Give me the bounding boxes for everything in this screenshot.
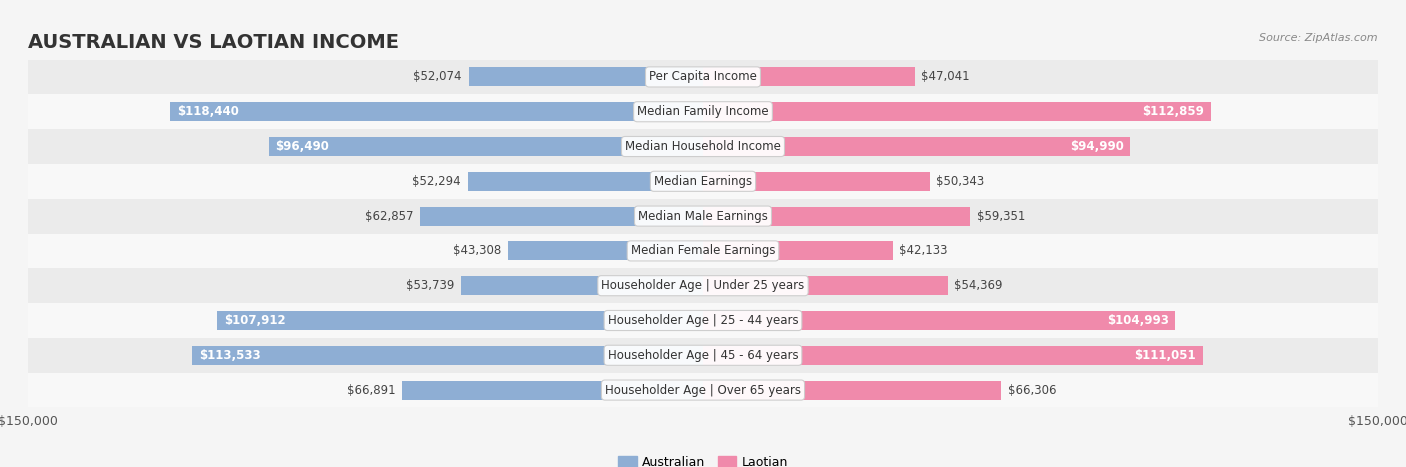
Legend: Australian, Laotian: Australian, Laotian xyxy=(619,456,787,467)
Text: Median Household Income: Median Household Income xyxy=(626,140,780,153)
Bar xyxy=(28,129,1378,164)
Bar xyxy=(703,381,1001,400)
Text: $112,859: $112,859 xyxy=(1142,105,1204,118)
Bar xyxy=(703,311,1175,330)
Text: $111,051: $111,051 xyxy=(1135,349,1197,362)
Text: Median Female Earnings: Median Female Earnings xyxy=(631,244,775,257)
Text: $107,912: $107,912 xyxy=(224,314,285,327)
Bar xyxy=(420,206,703,226)
Text: Householder Age | Under 25 years: Householder Age | Under 25 years xyxy=(602,279,804,292)
Bar xyxy=(703,346,1202,365)
Bar xyxy=(28,303,1378,338)
Bar xyxy=(402,381,703,400)
Text: $43,308: $43,308 xyxy=(453,244,502,257)
Bar xyxy=(703,67,915,86)
Bar xyxy=(28,198,1378,234)
Text: Householder Age | Over 65 years: Householder Age | Over 65 years xyxy=(605,383,801,396)
Text: Householder Age | 45 - 64 years: Householder Age | 45 - 64 years xyxy=(607,349,799,362)
Text: $66,891: $66,891 xyxy=(347,383,395,396)
Text: Householder Age | 25 - 44 years: Householder Age | 25 - 44 years xyxy=(607,314,799,327)
Bar xyxy=(269,137,703,156)
Text: Median Earnings: Median Earnings xyxy=(654,175,752,188)
Text: $104,993: $104,993 xyxy=(1107,314,1168,327)
Text: $54,369: $54,369 xyxy=(955,279,1002,292)
Bar xyxy=(28,234,1378,269)
Text: $118,440: $118,440 xyxy=(177,105,239,118)
Bar xyxy=(468,67,703,86)
Text: $47,041: $47,041 xyxy=(921,71,970,84)
Bar xyxy=(28,338,1378,373)
Bar xyxy=(703,276,948,295)
Text: $59,351: $59,351 xyxy=(977,210,1025,223)
Text: $113,533: $113,533 xyxy=(198,349,260,362)
Bar xyxy=(703,102,1211,121)
Text: $50,343: $50,343 xyxy=(936,175,984,188)
Text: $52,074: $52,074 xyxy=(413,71,463,84)
Text: Median Family Income: Median Family Income xyxy=(637,105,769,118)
Bar xyxy=(508,241,703,261)
Bar xyxy=(218,311,703,330)
Bar xyxy=(703,241,893,261)
Text: Per Capita Income: Per Capita Income xyxy=(650,71,756,84)
Text: Source: ZipAtlas.com: Source: ZipAtlas.com xyxy=(1260,33,1378,42)
Text: $62,857: $62,857 xyxy=(366,210,413,223)
Text: $42,133: $42,133 xyxy=(900,244,948,257)
Text: AUSTRALIAN VS LAOTIAN INCOME: AUSTRALIAN VS LAOTIAN INCOME xyxy=(28,33,399,52)
Bar xyxy=(28,269,1378,303)
Bar xyxy=(170,102,703,121)
Text: $94,990: $94,990 xyxy=(1070,140,1123,153)
Text: $52,294: $52,294 xyxy=(412,175,461,188)
Text: Median Male Earnings: Median Male Earnings xyxy=(638,210,768,223)
Bar xyxy=(193,346,703,365)
Bar xyxy=(703,172,929,191)
Text: $66,306: $66,306 xyxy=(1008,383,1056,396)
Bar xyxy=(461,276,703,295)
Bar xyxy=(28,94,1378,129)
Bar xyxy=(468,172,703,191)
Bar xyxy=(703,206,970,226)
Bar xyxy=(28,373,1378,408)
Text: $96,490: $96,490 xyxy=(276,140,329,153)
Bar xyxy=(703,137,1130,156)
Bar xyxy=(28,164,1378,198)
Bar xyxy=(28,59,1378,94)
Text: $53,739: $53,739 xyxy=(406,279,454,292)
